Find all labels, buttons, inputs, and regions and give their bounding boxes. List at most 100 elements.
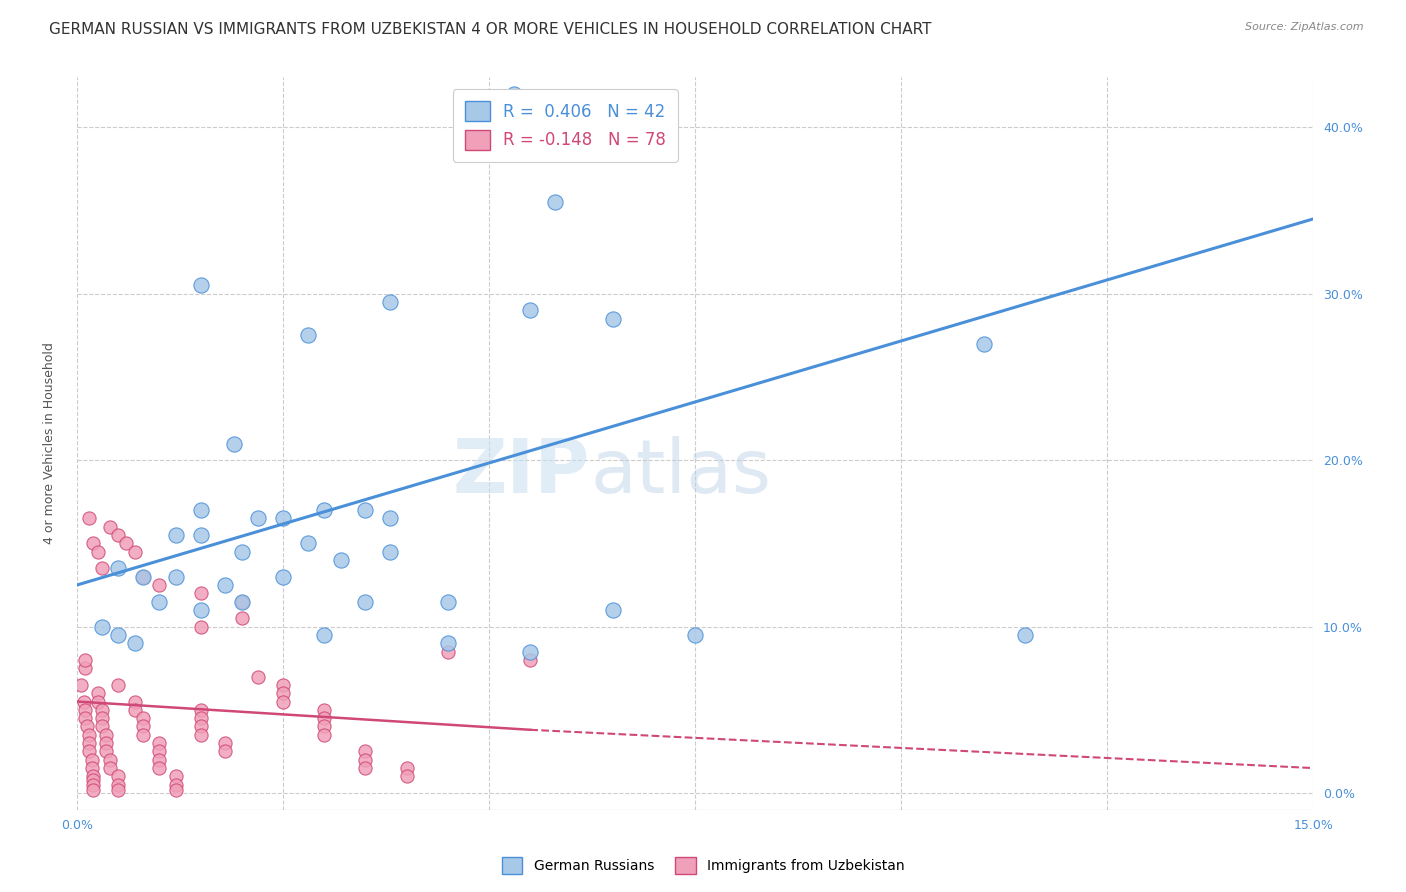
Point	[107, 769, 129, 783]
Point	[354, 595, 377, 609]
Point	[75, 661, 97, 675]
Point	[70, 678, 93, 692]
Point	[132, 570, 155, 584]
Point	[502, 87, 524, 101]
Text: atlas: atlas	[591, 436, 770, 509]
Point	[378, 545, 401, 559]
Point	[124, 694, 146, 708]
Point	[86, 694, 108, 708]
Point	[148, 753, 170, 767]
Point	[437, 636, 460, 650]
Point	[79, 728, 101, 742]
Point	[314, 711, 336, 725]
Point	[214, 744, 236, 758]
Point	[378, 511, 401, 525]
Point	[519, 644, 541, 658]
Point	[314, 503, 336, 517]
Point	[190, 728, 212, 742]
Point	[124, 703, 146, 717]
Point	[124, 545, 146, 559]
Point	[148, 761, 170, 775]
Point	[124, 636, 146, 650]
Point	[82, 536, 104, 550]
Point	[271, 694, 294, 708]
Point	[247, 669, 270, 683]
Point	[148, 744, 170, 758]
Point	[86, 686, 108, 700]
Point	[79, 744, 101, 758]
Point	[222, 436, 245, 450]
Point	[132, 719, 155, 733]
Point	[683, 628, 706, 642]
Point	[354, 761, 377, 775]
Point	[94, 728, 117, 742]
Point	[75, 703, 97, 717]
Point	[79, 736, 101, 750]
Point	[82, 772, 104, 787]
Point	[271, 678, 294, 692]
Point	[214, 736, 236, 750]
Point	[148, 595, 170, 609]
Point	[75, 711, 97, 725]
Point	[82, 782, 104, 797]
Point	[297, 328, 319, 343]
Point	[519, 653, 541, 667]
Point	[90, 703, 112, 717]
Point	[314, 728, 336, 742]
Point	[90, 619, 112, 633]
Point	[94, 744, 117, 758]
Point	[297, 536, 319, 550]
Point	[98, 520, 121, 534]
Point	[314, 703, 336, 717]
Point	[378, 295, 401, 310]
Text: ZIP: ZIP	[453, 436, 591, 509]
Point	[354, 744, 377, 758]
Point	[107, 528, 129, 542]
Point	[231, 595, 253, 609]
Point	[190, 711, 212, 725]
Point	[544, 195, 567, 210]
Point	[354, 503, 377, 517]
Point	[115, 536, 138, 550]
Point	[132, 711, 155, 725]
Point	[527, 145, 550, 160]
Point	[231, 611, 253, 625]
Point	[76, 719, 98, 733]
Point	[165, 769, 187, 783]
Point	[190, 586, 212, 600]
Text: Source: ZipAtlas.com: Source: ZipAtlas.com	[1246, 22, 1364, 32]
Point	[602, 311, 624, 326]
Point	[107, 628, 129, 642]
Point	[165, 782, 187, 797]
Point	[231, 595, 253, 609]
Point	[165, 528, 187, 542]
Point	[165, 570, 187, 584]
Point	[395, 769, 418, 783]
Point	[165, 778, 187, 792]
Legend: German Russians, Immigrants from Uzbekistan: German Russians, Immigrants from Uzbekis…	[495, 850, 911, 880]
Point	[271, 511, 294, 525]
Point	[271, 570, 294, 584]
Point	[148, 578, 170, 592]
Point	[190, 703, 212, 717]
Point	[354, 753, 377, 767]
Point	[148, 736, 170, 750]
Point	[80, 761, 103, 775]
Point	[395, 761, 418, 775]
Point	[86, 545, 108, 559]
Point	[107, 782, 129, 797]
Point	[107, 778, 129, 792]
Point	[98, 753, 121, 767]
Point	[107, 561, 129, 575]
Point	[190, 503, 212, 517]
Point	[75, 653, 97, 667]
Point	[72, 694, 94, 708]
Point	[190, 619, 212, 633]
Point	[271, 686, 294, 700]
Legend: R =  0.406   N = 42, R = -0.148   N = 78: R = 0.406 N = 42, R = -0.148 N = 78	[453, 89, 678, 161]
Point	[231, 545, 253, 559]
Point	[90, 711, 112, 725]
Point	[602, 603, 624, 617]
Point	[519, 303, 541, 318]
Point	[247, 511, 270, 525]
